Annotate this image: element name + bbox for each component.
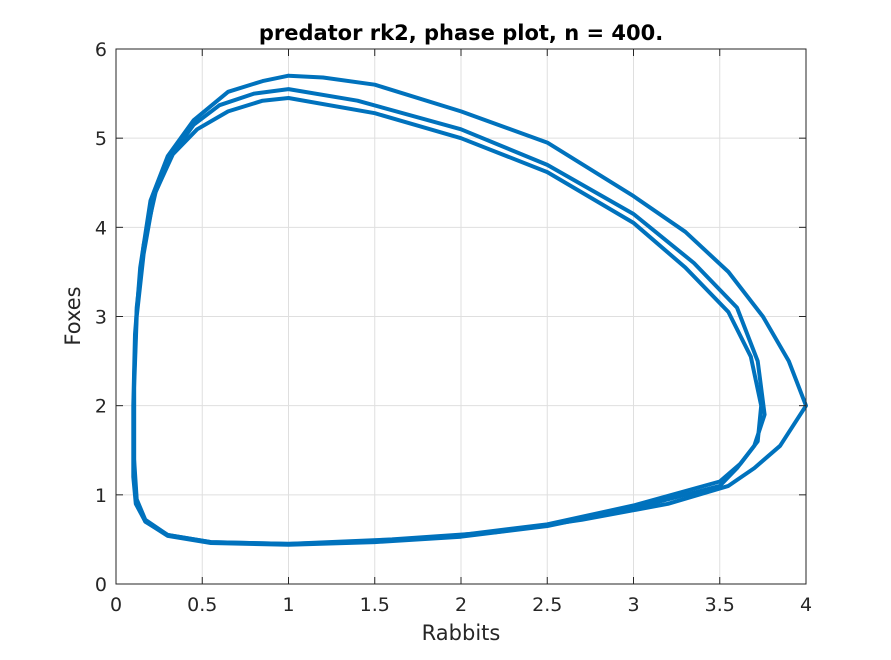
- x-tick-label-6: 3: [627, 594, 639, 616]
- chart-title: predator rk2, phase plot, n = 400.: [259, 21, 663, 45]
- x-tick-label-0: 0: [110, 594, 122, 616]
- x-tick-label-2: 1: [282, 594, 294, 616]
- y-tick-label-3: 3: [95, 307, 107, 329]
- ticks: 0 0.5 1 1.5 2 2.5 3 3.5 4 0 1 2 3 4 5 6: [95, 39, 812, 616]
- x-tick-label-8: 4: [800, 594, 812, 616]
- y-tick-label-1: 1: [95, 485, 107, 507]
- y-tick-label-5: 5: [95, 128, 107, 150]
- x-tick-label-4: 2: [455, 594, 467, 616]
- y-tick-label-2: 2: [95, 396, 107, 418]
- x-tick-label-3: 1.5: [360, 594, 390, 616]
- x-axis-label: Rabbits: [422, 621, 501, 645]
- x-tick-label-5: 2.5: [532, 594, 562, 616]
- y-axis-label: Foxes: [61, 286, 85, 345]
- y-tick-label-0: 0: [95, 574, 107, 596]
- x-tick-label-1: 0.5: [187, 594, 217, 616]
- x-tick-label-7: 3.5: [705, 594, 735, 616]
- y-tick-label-6: 6: [95, 39, 107, 61]
- y-tick-label-4: 4: [95, 217, 107, 239]
- series-line-2: [132, 96, 764, 546]
- series-layer: [131, 73, 808, 547]
